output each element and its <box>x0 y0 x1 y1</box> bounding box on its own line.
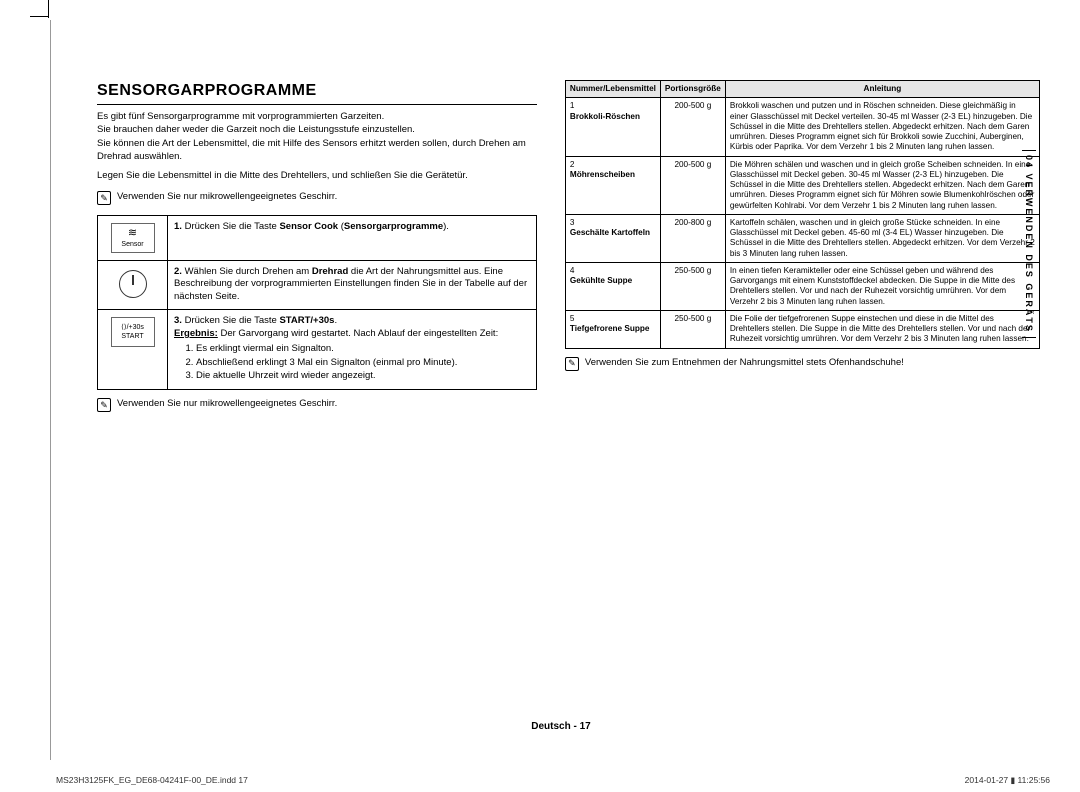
step-row-3: ⟨⟩/+30s START 3. Drücken Sie die Taste S… <box>98 310 537 390</box>
note-1: ✎ Verwenden Sie nur mikrowellengeeignete… <box>97 191 537 205</box>
steps-table: ≋ Sensor 1. Drücken Sie die Taste Sensor… <box>97 215 537 391</box>
start-icon-cell: ⟨⟩/+30s START <box>98 310 168 390</box>
result-sublist: Es erklingt viermal ein Signalton. Absch… <box>174 343 530 383</box>
indd-filename: MS23H3125FK_EG_DE68-04241F-00_DE.indd 17 <box>56 775 248 786</box>
table-row: 2Möhrenscheiben 200-500 g Die Möhren sch… <box>565 156 1039 214</box>
table-row: 4Gekühlte Suppe 250-500 g In einen tiefe… <box>565 262 1039 310</box>
sensor-icon-cell: ≋ Sensor <box>98 215 168 260</box>
right-column: Nummer/Lebensmittel Portionsgröße Anleit… <box>565 80 1040 412</box>
note-icon: ✎ <box>97 191 111 205</box>
dial-icon-cell <box>98 260 168 309</box>
note-3: ✎ Verwenden Sie zum Entnehmen der Nahrun… <box>565 357 1040 371</box>
note-2: ✎ Verwenden Sie nur mikrowellengeeignete… <box>97 398 537 412</box>
table-row: 3Geschälte Kartoffeln 200-800 g Kartoffe… <box>565 214 1039 262</box>
sensor-cook-icon: ≋ Sensor <box>111 223 155 253</box>
table-row: 5Tiefgefrorene Suppe 250-500 g Die Folie… <box>565 310 1039 348</box>
page-title: SENSORGARPROGRAMME <box>97 80 537 105</box>
start-icon: ⟨⟩/+30s START <box>111 317 155 347</box>
note-icon: ✎ <box>97 398 111 412</box>
food-table: Nummer/Lebensmittel Portionsgröße Anleit… <box>565 80 1040 349</box>
page-footer: Deutsch - 17 <box>61 721 1061 732</box>
step-row-2: 2. Wählen Sie durch Drehen am Drehrad di… <box>98 260 537 309</box>
dial-icon <box>119 270 147 298</box>
table-header: Nummer/Lebensmittel Portionsgröße Anleit… <box>565 81 1039 98</box>
step-row-1: ≋ Sensor 1. Drücken Sie die Taste Sensor… <box>98 215 537 260</box>
note-icon: ✎ <box>565 357 579 371</box>
intro-text: Es gibt fünf Sensorgarprogramme mit vorp… <box>97 111 537 183</box>
left-column: SENSORGARPROGRAMME Es gibt fünf Sensorga… <box>97 80 537 412</box>
print-timestamp: 2014-01-27 ▮ 11:25:56 <box>965 775 1050 786</box>
section-tab: 04 VERWENDEN DES GERÄTS <box>1022 150 1036 338</box>
table-row: 1Brokkoli-Röschen 200-500 g Brokkoli was… <box>565 98 1039 156</box>
print-metadata: MS23H3125FK_EG_DE68-04241F-00_DE.indd 17… <box>56 775 1050 786</box>
